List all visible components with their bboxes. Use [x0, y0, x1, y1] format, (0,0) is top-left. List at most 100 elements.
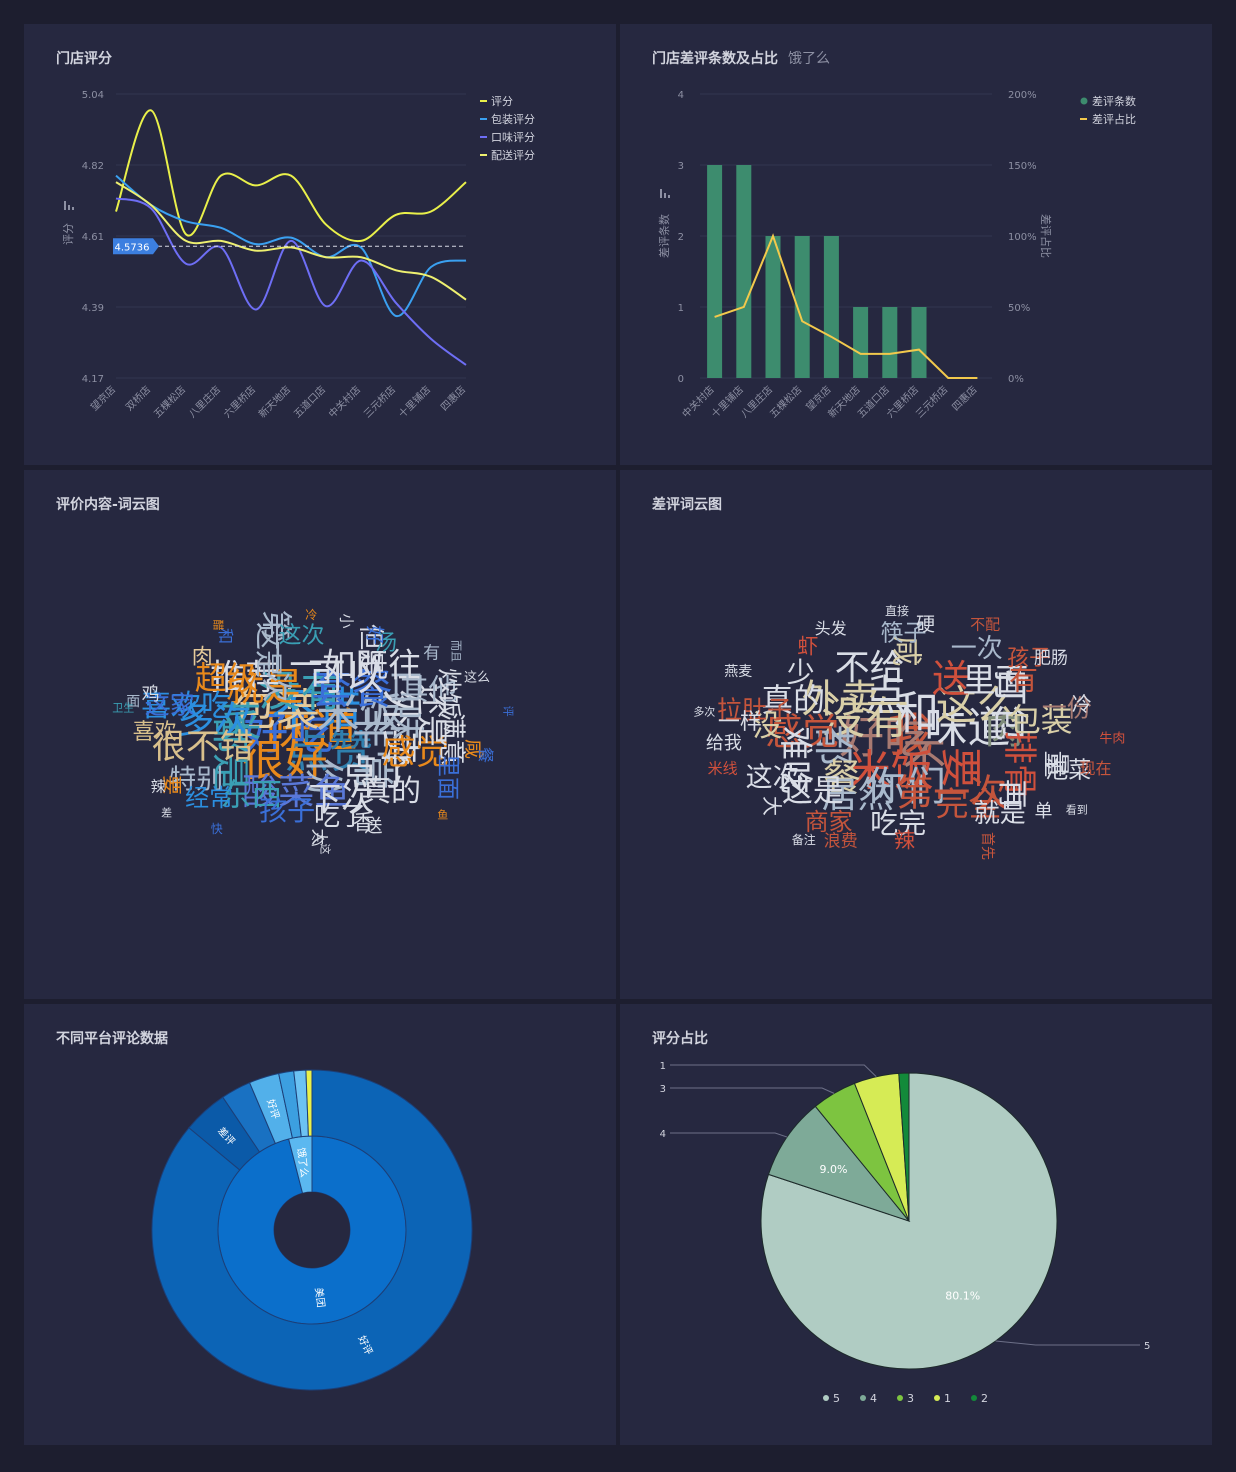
cloud-word: 点了	[341, 750, 416, 794]
cloud-word: 包装	[1008, 700, 1073, 739]
pie-leader-line	[670, 1132, 788, 1138]
sunburst-hole	[274, 1192, 350, 1268]
bar	[882, 307, 898, 378]
pie-slice	[898, 1072, 910, 1222]
cloud-word: 这	[318, 843, 332, 855]
cloud-word: 味道	[924, 703, 1011, 754]
axis-icon	[64, 201, 66, 210]
legend-label: 3	[907, 1392, 914, 1405]
y-tick-label: 4.17	[82, 374, 104, 385]
x-tick-label: 六里桥店	[221, 383, 258, 420]
store-rating-panel: 门店评分 5.04 4.82 4.61 4.39 4.17 评分 望京店 双桥店 五棵松店 八里庄…	[24, 24, 616, 465]
cloud-word: 可以	[307, 655, 384, 700]
cloud-word: 外卖	[801, 677, 880, 723]
cloud-word: 就是	[225, 665, 304, 711]
x-tick-label: 三元桥店	[913, 383, 950, 420]
cloud-word: 肥肠	[1033, 648, 1068, 669]
cloud-word: 商家	[804, 807, 853, 836]
cloud-word: 很不错	[151, 726, 254, 767]
y-tick-label: 5.04	[82, 90, 104, 101]
cloud-word: 有	[423, 643, 441, 664]
cloud-word: 辣	[893, 828, 915, 853]
x-tick-label: 五道口店	[291, 383, 328, 420]
rating-share-panel: 评分占比 80.1% 5 9.0% 4 3 1 5 4 3 1 2	[620, 1004, 1212, 1445]
cloud-word: 不	[902, 734, 947, 786]
bar	[911, 307, 927, 378]
x-tick-label: 望京店	[803, 383, 833, 413]
wordcloud-all: 味道 好吃 不错 点赞 包装 米饭 很好 没有 非常菜套餐份就是 外卖 都是 可以 点了 多次 口味 酸菜鱼推…	[24, 470, 616, 999]
cloud-word: 一份	[1041, 693, 1092, 723]
bar	[823, 236, 839, 378]
cloud-word: 卫生	[112, 701, 135, 715]
cloud-word: 燕麦	[724, 664, 753, 681]
axis-icon	[68, 205, 70, 210]
cloud-word: 下次	[308, 779, 375, 819]
bad-review-chart: 4 200%3 150%2 100%1 50%0 0%差评条数 差评占比中关村店十里铺店八里…	[657, 90, 1136, 420]
x-tick-label: 中关村店	[326, 383, 363, 420]
pie-outer-label: 5	[1144, 1341, 1150, 1352]
y-tick-label: 4.39	[82, 303, 104, 314]
cloud-word: 送	[364, 815, 383, 837]
cloud-word: 这次	[745, 762, 800, 794]
cloud-word: 硬	[915, 613, 935, 636]
cloud-word: 一次	[950, 634, 1003, 665]
pie-outer-label: 1	[660, 1061, 666, 1072]
cloud-word: 头发	[814, 619, 847, 639]
cloud-word: 没	[752, 708, 783, 744]
bar	[736, 165, 752, 378]
legend-label: 5	[833, 1392, 840, 1405]
cloud-word: 没有	[821, 692, 910, 744]
rating-share-title: 评分占比	[652, 1031, 708, 1047]
y-right-tick-label: 100%	[1008, 232, 1037, 243]
y-axis-label: 评分	[62, 223, 75, 245]
x-tick-label: 三元桥店	[361, 383, 398, 420]
cloud-word: 这是	[781, 773, 844, 810]
inner-ring-label: 美团	[312, 1287, 327, 1308]
cloud-word: 快	[210, 821, 223, 836]
outer-ring-slice	[305, 1069, 313, 1137]
cloud-word: 给我	[705, 732, 742, 754]
x-tick-label: 望京店	[88, 383, 118, 413]
y-tick-label: 1	[678, 303, 684, 314]
cloud-word: 餐	[823, 755, 862, 800]
legend-label: 4	[870, 1392, 877, 1405]
cloud-word: 这是	[251, 622, 285, 679]
cloud-word: 面	[126, 694, 141, 711]
axis-icon	[668, 195, 670, 198]
cloud-word: 感觉	[381, 733, 450, 774]
cloud-word: 喜欢	[132, 719, 177, 745]
wordcloud-all-title: 评价内容-词云图	[56, 497, 160, 513]
cloud-word: 和	[216, 628, 236, 645]
cloud-word: 其他	[399, 672, 458, 707]
cloud-word: 浪费	[823, 831, 858, 852]
pie-outer-label: 3	[660, 1084, 666, 1095]
cloud-word: 多次	[177, 698, 252, 742]
cloud-word: 冷	[305, 607, 318, 622]
cloud-word: 而且	[449, 640, 463, 663]
cloud-word: 虾	[797, 634, 819, 659]
cloud-word: 特别	[169, 764, 224, 796]
cloud-word: 孩子	[1007, 645, 1052, 671]
cloud-word: 超级	[194, 659, 259, 698]
cloud-word: 居然	[821, 775, 894, 817]
cloud-word: 你们	[865, 764, 946, 811]
legend-label: 包装评分	[491, 113, 535, 126]
bar	[853, 307, 869, 378]
cloud-word: 小	[337, 613, 356, 629]
pie-outer-label: 4	[660, 1129, 666, 1140]
axis-icon	[660, 189, 662, 198]
y-right-tick-label: 50%	[1008, 303, 1030, 314]
pie-leader-line	[670, 1064, 877, 1078]
reference-label: 4.5736	[115, 242, 150, 253]
inner-ring-label: 饿了么	[295, 1147, 311, 1178]
cloud-word: 里面	[962, 660, 1029, 699]
cloud-word: 经常	[185, 784, 234, 813]
bad-review-panel: 门店差评条数及占比 饿了么 4 200% 3 150% 2 100% 1 50% 0 0% 差评条数差…	[620, 24, 1212, 465]
legend-label: 评分	[491, 95, 513, 108]
platform-filter-label[interactable]: 饿了么	[788, 51, 830, 67]
wordcloud-bad-title: 差评词云图	[652, 497, 722, 513]
series-line	[115, 181, 467, 301]
legend-swatch	[897, 1395, 903, 1401]
cloud-word: 好	[363, 625, 386, 645]
